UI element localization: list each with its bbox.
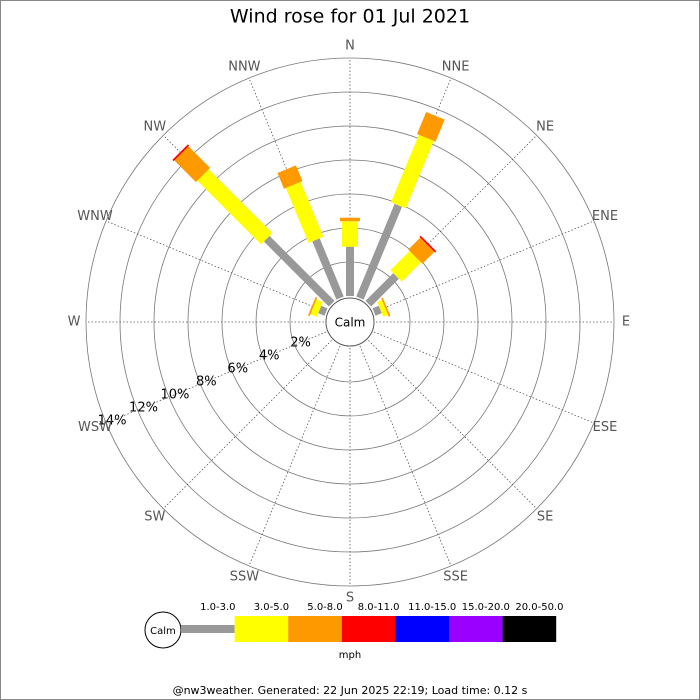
- direction-label: WSW: [78, 420, 112, 435]
- legend-calm-label: Calm: [150, 626, 176, 637]
- bar-segment: [197, 169, 273, 245]
- r-tick-label: 10%: [160, 388, 189, 403]
- legend-label: 20.0-50.0: [515, 602, 563, 613]
- legend-swatch: [181, 625, 235, 633]
- bars: [172, 111, 445, 317]
- legend-label: 3.0-5.0: [254, 602, 289, 613]
- direction-label: S: [346, 591, 354, 606]
- bar-segment: [365, 273, 399, 307]
- calm-label: Calm: [335, 316, 366, 330]
- bar-segment: [174, 146, 211, 183]
- legend-swatch: [449, 616, 503, 642]
- bar-segment: [377, 300, 389, 317]
- grid-ring: [187, 159, 513, 485]
- bar-segment: [310, 299, 323, 317]
- spoke: [248, 345, 341, 567]
- bar-segment: [356, 203, 403, 300]
- direction-label: W: [68, 315, 81, 330]
- legend-unit: mph: [339, 650, 361, 661]
- spoke: [359, 345, 452, 567]
- grid: 2% 4% 6% 8% 10%12%14% N NNE NE ENE E ESE SE SSE S SSW S…: [68, 39, 631, 606]
- spoke: [373, 220, 595, 313]
- legend: Calm 1.0-3.0 3.0-5.0 5.0-8.0 8.0-11.0 11.0-15…: [144, 602, 563, 661]
- bar-segment: [417, 111, 445, 142]
- bar-segment: [408, 237, 435, 264]
- direction-label: ESE: [593, 420, 618, 435]
- bar-segment: [372, 305, 382, 316]
- direction-label: NE: [536, 119, 554, 134]
- r-tick-label: 2%: [290, 335, 311, 350]
- calm-circle: [325, 297, 375, 347]
- bar-segment: [263, 235, 335, 307]
- legend-label: 5.0-8.0: [307, 602, 342, 613]
- legend-swatch: [341, 616, 396, 642]
- r-tick-label: 12%: [129, 401, 158, 416]
- legend-swatch: [395, 616, 449, 642]
- footer: @nw3weather. Generated: 22 Jun 2025 22:1…: [173, 684, 528, 697]
- spoke: [163, 340, 332, 509]
- direction-label: NW: [144, 119, 167, 134]
- spoke: [105, 331, 327, 424]
- bar-segment: [390, 251, 421, 282]
- bar-segment: [318, 305, 328, 316]
- bar-segment: [277, 165, 303, 189]
- direction-label: NNE: [442, 60, 470, 75]
- legend-swatch: [234, 616, 289, 642]
- direction-label: N: [345, 39, 355, 54]
- direction-label: SSW: [230, 569, 260, 584]
- legend-label: 15.0-20.0: [462, 602, 510, 613]
- r-tick-label: 6%: [227, 361, 248, 376]
- bar-segment: [381, 297, 391, 317]
- direction-label: SSE: [443, 569, 468, 584]
- bar-segment: [172, 144, 190, 162]
- direction-label: WNW: [77, 209, 113, 224]
- legend-label: 11.0-15.0: [408, 602, 456, 613]
- grid-ring: [85, 57, 615, 587]
- spoke: [373, 331, 595, 424]
- bar-segment: [390, 134, 434, 209]
- bar-segment: [312, 238, 344, 300]
- r-tick-label: 8%: [196, 374, 217, 389]
- legend-swatch: [288, 616, 342, 642]
- r-tick-label: 14%: [98, 414, 127, 429]
- chart-title: Wind rose for 01 Jul 2021: [230, 6, 470, 28]
- bar-segment: [308, 296, 318, 317]
- direction-label: SE: [537, 510, 553, 525]
- direction-label: ENE: [592, 209, 618, 224]
- legend-label: 1.0-3.0: [200, 602, 235, 613]
- direction-label: NNW: [228, 60, 260, 75]
- legend-swatch: [502, 616, 557, 642]
- bar-segment: [419, 235, 437, 253]
- grid-ring: [153, 125, 547, 519]
- direction-label: SW: [144, 510, 165, 525]
- bar-segment: [285, 181, 324, 243]
- spoke: [105, 220, 327, 313]
- r-tick-label: 4%: [259, 348, 280, 363]
- spoke: [368, 340, 537, 509]
- direction-label: E: [622, 315, 630, 330]
- legend-label: 8.0-11.0: [358, 602, 400, 613]
